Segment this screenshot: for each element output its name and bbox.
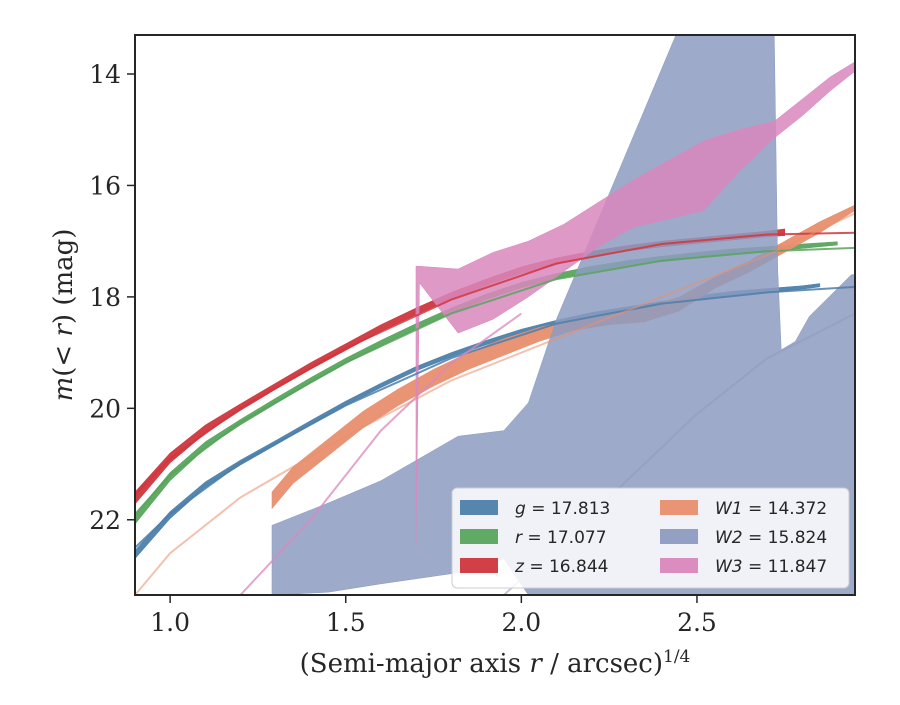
x-axis-ticks: 1.0 1.5 2.0 2.5 [150,595,717,637]
x-tick-label: 2.5 [677,608,717,637]
y-tick-label: 16 [89,171,121,200]
legend-label-w1: W1 = 14.372 [715,499,827,519]
y-tick-label: 20 [89,394,121,423]
model-curve-r [135,246,855,515]
legend-label-w3: W3 = 11.847 [715,557,827,577]
model-curve-z [135,231,855,496]
model-curve-w1 [135,212,855,595]
bands-layer [135,35,855,595]
legend-swatch-w1 [660,500,698,515]
legend-swatch-z [460,558,498,573]
model-curves-layer [135,212,855,595]
legend-swatch-r [460,529,498,544]
plot-frame [134,34,856,596]
y-axis-title: m(< r) (mag) [49,229,79,402]
x-tick-label: 1.5 [326,608,366,637]
legend-label-r: r = 17.077 [515,528,607,548]
legend-swatch-w3 [660,558,698,573]
y-tick-label: 14 [89,60,121,89]
legend-label-w2: W2 = 15.824 [715,528,827,548]
model-curve-g [135,285,855,549]
legend-box [451,487,850,589]
x-axis-title: (Semi-major axis r / arcsec)1/4 [300,647,691,679]
band-w3 [415,61,855,545]
x-tick-label: 2.0 [501,608,541,637]
legend: g = 17.813 r = 17.077 z = 16.844 W1 = 14.37… [451,487,850,589]
band-g [135,283,821,560]
legend-swatch-w2 [660,529,698,544]
model-curve-w3 [239,312,522,595]
x-tick-label: 1.0 [150,608,190,637]
legend-label-g: g = 17.813 [515,499,610,519]
axis-titles: (Semi-major axis r / arcsec)1/4 m(< r) (m… [49,229,690,679]
y-tick-label: 22 [89,506,121,535]
legend-swatch-g [460,500,498,515]
y-tick-label: 18 [89,283,121,312]
legend-label-z: z = 16.844 [514,557,608,577]
y-axis-ticks: 14 16 18 20 22 [89,60,135,535]
